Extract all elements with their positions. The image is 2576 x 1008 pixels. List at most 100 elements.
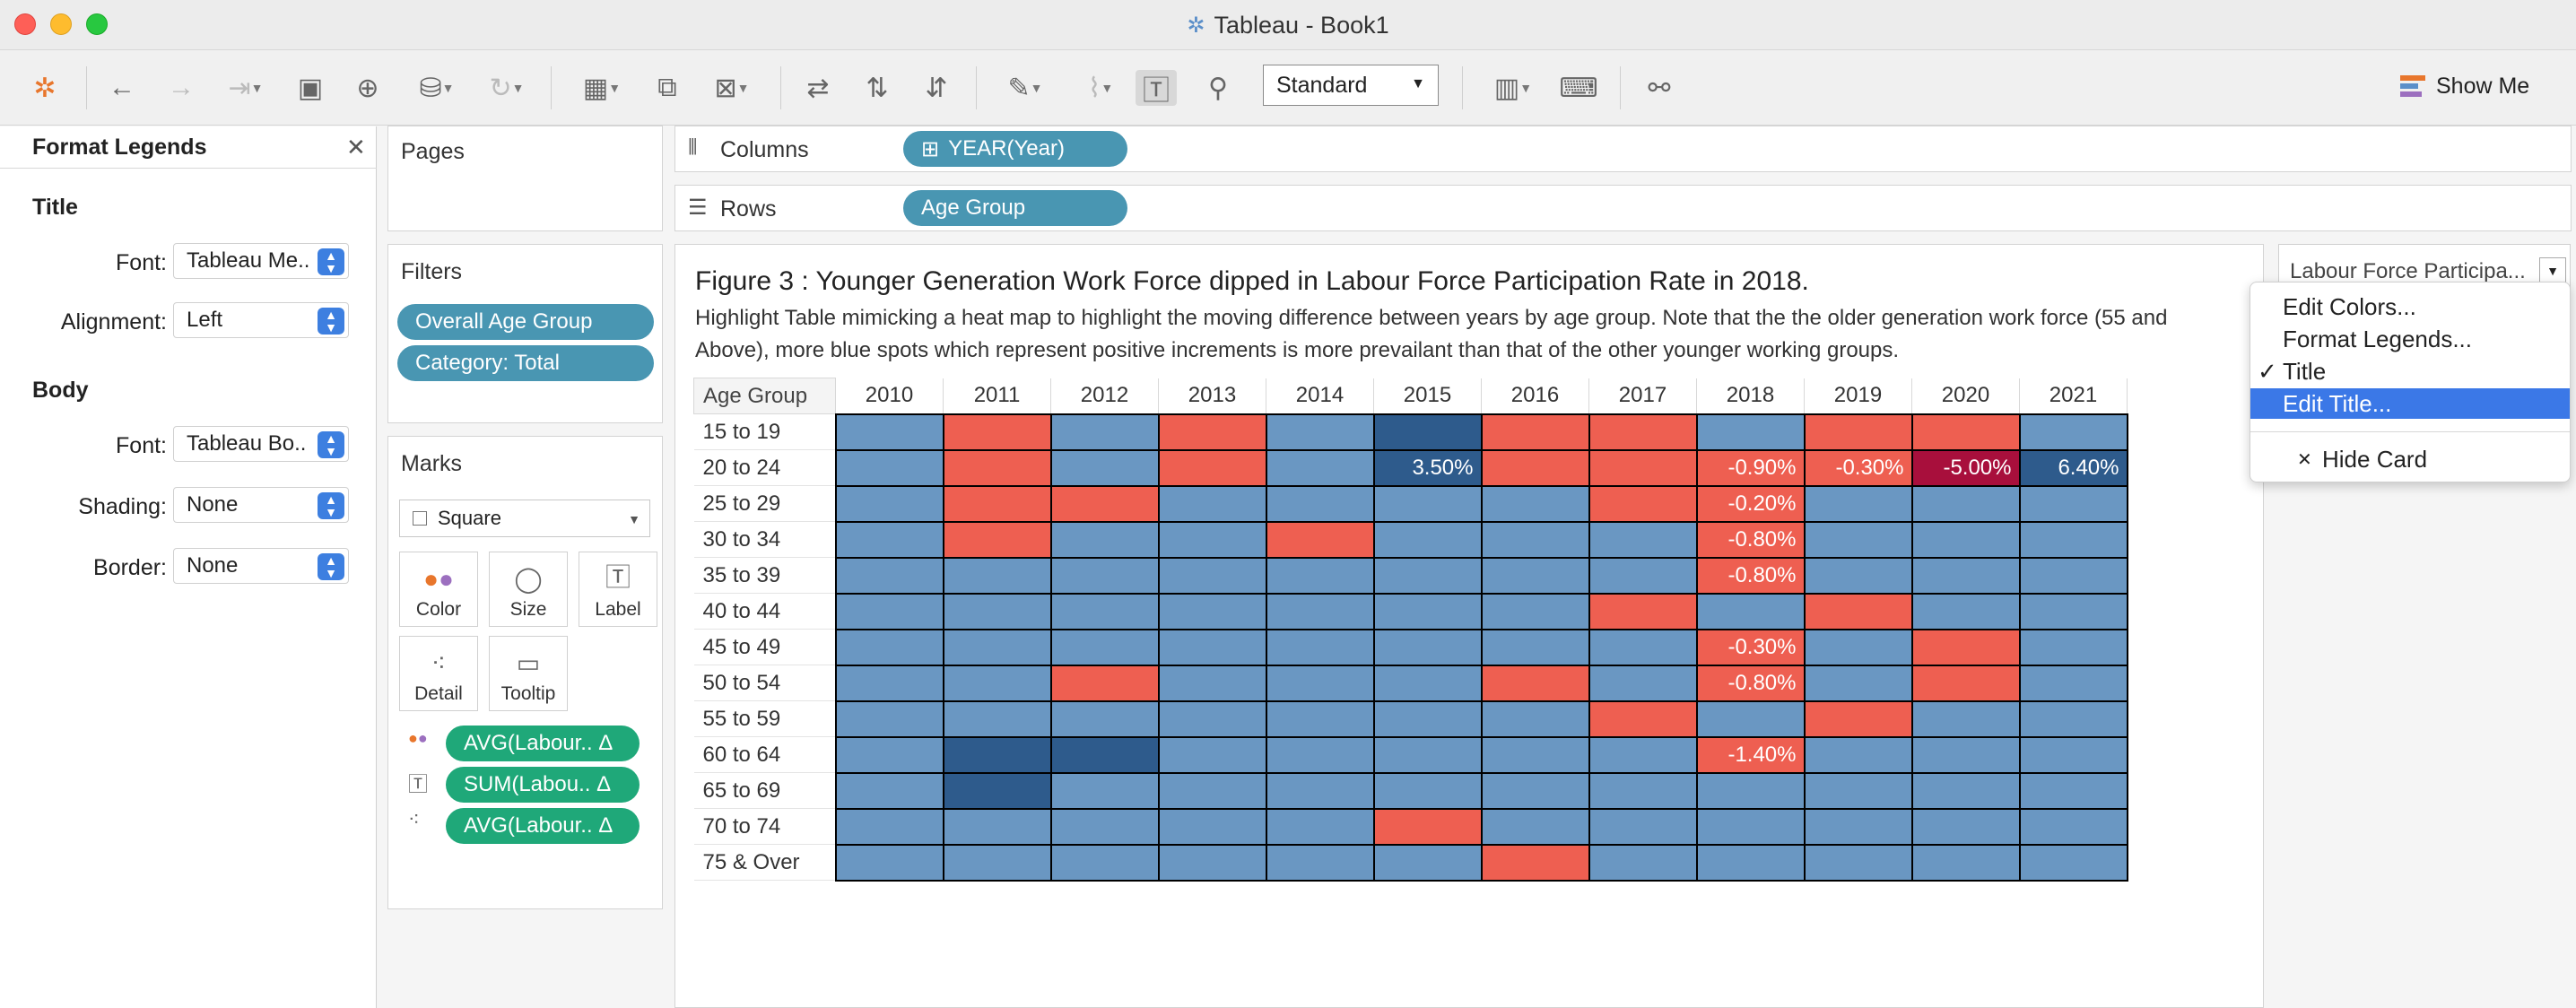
heat-cell[interactable] [1480,592,1590,630]
heat-cell[interactable] [2018,807,2128,846]
heat-cell[interactable] [1480,700,1590,738]
heat-cell[interactable] [942,520,1052,559]
back-icon[interactable]: ← [109,73,135,102]
heat-cell[interactable] [1265,628,1375,666]
year-header[interactable]: 2016 [1481,378,1589,414]
heat-cell[interactable] [1910,664,2021,702]
heat-cell[interactable] [1049,413,1160,451]
heat-cell[interactable] [1803,556,1913,595]
heat-cell[interactable] [942,735,1052,774]
minimize-window-button[interactable] [50,13,72,35]
heat-cell[interactable] [1265,520,1375,559]
heat-cell[interactable] [1049,484,1160,523]
heat-cell[interactable] [1157,520,1267,559]
heat-cell[interactable] [1372,556,1483,595]
heat-cell[interactable]: -0.80% [1695,520,1806,559]
heat-cell[interactable] [1910,771,2021,810]
heat-cell[interactable] [1480,664,1590,702]
heat-cell[interactable] [1265,448,1375,487]
heat-cell[interactable] [1049,700,1160,738]
pause-updates-icon[interactable]: ⛁ ▼ [419,73,455,103]
heat-cell[interactable] [1588,520,1698,559]
heat-cell[interactable] [1265,592,1375,630]
heat-cell[interactable] [1695,843,1806,882]
heat-cell[interactable] [1695,413,1806,451]
forward-icon[interactable]: → [168,73,195,102]
marks-field-color[interactable]: AVG(Labour.. Δ [446,726,640,761]
heat-cell[interactable] [1372,843,1483,882]
heat-cell[interactable] [834,484,944,523]
heat-cell[interactable] [1588,448,1698,487]
tooltip-button[interactable]: ▭ Tooltip [489,636,568,711]
heat-cell[interactable] [1265,807,1375,846]
presentation-mode-icon[interactable]: ⌨ [1559,73,1598,103]
heat-cell[interactable] [1049,807,1160,846]
heat-cell[interactable] [2018,628,2128,666]
show-me-button[interactable]: Show Me [2400,68,2529,104]
heat-cell[interactable] [1695,700,1806,738]
year-header[interactable]: 2018 [1696,378,1805,414]
heat-cell[interactable] [1480,484,1590,523]
heat-cell[interactable] [1803,484,1913,523]
heat-cell[interactable]: -1.40% [1695,735,1806,774]
heat-cell[interactable] [942,413,1052,451]
heat-cell[interactable] [1480,556,1590,595]
heat-cell[interactable] [1157,664,1267,702]
new-worksheet-icon[interactable]: ▦ ▼ [582,73,622,103]
heat-cell[interactable] [1265,484,1375,523]
heat-cell[interactable] [1157,556,1267,595]
age-group-label[interactable]: 15 to 19 [693,413,836,450]
heat-cell[interactable]: 6.40% [2018,448,2128,487]
heat-cell[interactable] [834,843,944,882]
age-group-label[interactable]: 45 to 49 [693,629,836,665]
heat-cell[interactable] [1372,628,1483,666]
heat-cell[interactable] [1157,843,1267,882]
new-data-source-icon[interactable]: ⊕ [356,73,379,103]
heat-cell[interactable] [1265,413,1375,451]
heat-cell[interactable] [1803,628,1913,666]
heat-cell[interactable] [1910,628,2021,666]
menu-item-title[interactable]: ✓ Title [2258,357,2327,385]
menu-item-edit-colors[interactable]: Edit Colors... [2283,292,2416,320]
heat-cell[interactable] [834,448,944,487]
heat-cell[interactable] [1588,807,1698,846]
heat-cell[interactable] [942,771,1052,810]
heat-cell[interactable] [1265,556,1375,595]
age-group-label[interactable]: 75 & Over [693,844,836,881]
age-group-label[interactable]: 20 to 24 [693,449,836,486]
paste-icon[interactable]: ⇥ ▼ [228,73,264,103]
heat-cell[interactable] [834,520,944,559]
heat-cell[interactable] [1049,556,1160,595]
heat-cell[interactable] [1803,413,1913,451]
view-title[interactable]: Figure 3 : Younger Generation Work Force… [695,266,1809,296]
heat-cell[interactable]: -0.30% [1695,628,1806,666]
heat-cell[interactable] [1157,807,1267,846]
year-header[interactable]: 2021 [2019,378,2128,414]
share-icon[interactable]: ⚯ [1648,73,1671,103]
heat-cell[interactable] [1588,628,1698,666]
heat-cell[interactable] [1265,843,1375,882]
year-header[interactable]: 2012 [1050,378,1159,414]
heat-cell[interactable] [1372,592,1483,630]
heat-cell[interactable] [834,735,944,774]
filter-pill-overall-age-group[interactable]: Overall Age Group [397,304,654,340]
heat-cell[interactable] [1910,520,2021,559]
age-group-label[interactable]: 55 to 59 [693,700,836,737]
heat-cell[interactable] [1049,843,1160,882]
color-button[interactable]: ●● Color [399,552,478,627]
heat-cell[interactable] [2018,700,2128,738]
heat-cell[interactable] [1157,448,1267,487]
heat-cell[interactable] [1695,771,1806,810]
heat-cell[interactable] [1157,735,1267,774]
show-mark-labels-icon[interactable]: 🅃 [1136,70,1177,106]
heat-cell[interactable] [1372,520,1483,559]
heat-cell[interactable] [2018,771,2128,810]
fix-axes-icon[interactable]: ⚲ [1208,73,1228,103]
age-group-header[interactable]: Age Group [693,378,836,414]
refresh-icon[interactable]: ↻ ▼ [489,73,525,103]
heat-cell[interactable]: -0.90% [1695,448,1806,487]
heat-cell[interactable] [1588,413,1698,451]
heat-cell[interactable] [942,628,1052,666]
heat-cell[interactable] [1910,843,2021,882]
year-header[interactable]: 2019 [1804,378,1912,414]
